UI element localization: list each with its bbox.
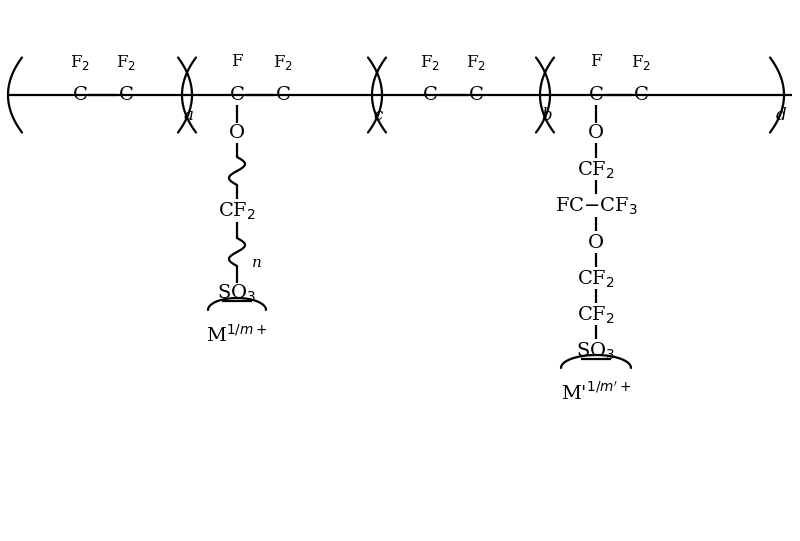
Text: CF$_2$: CF$_2$ [218,200,256,222]
Text: c: c [374,107,382,123]
Text: F$_2$: F$_2$ [466,52,486,71]
Text: C: C [73,86,87,104]
Text: O: O [588,124,604,142]
Text: b: b [542,107,552,123]
Text: C: C [634,86,649,104]
Text: F: F [590,54,602,70]
Text: CF$_2$: CF$_2$ [577,160,615,181]
Text: CF$_2$: CF$_2$ [577,305,615,326]
Text: F: F [231,54,243,70]
Text: CF$_2$: CF$_2$ [577,268,615,289]
Text: C: C [118,86,134,104]
Text: FC$-$CF$_3$: FC$-$CF$_3$ [554,195,638,216]
Text: n: n [252,256,262,270]
Text: C: C [589,86,603,104]
Text: O: O [588,234,604,252]
Text: SO$_3$: SO$_3$ [218,282,257,304]
Text: M$^{1/m+}$: M$^{1/m+}$ [206,324,268,346]
Text: F$_2$: F$_2$ [70,52,90,71]
Text: d: d [776,107,786,123]
Text: F$_2$: F$_2$ [273,52,293,71]
Text: SO$_3$: SO$_3$ [577,340,615,361]
Text: O: O [229,124,245,142]
Text: C: C [230,86,245,104]
Text: F$_2$: F$_2$ [420,52,440,71]
Text: C: C [422,86,438,104]
Text: C: C [469,86,483,104]
Text: F$_2$: F$_2$ [116,52,136,71]
Text: F$_2$: F$_2$ [631,52,651,71]
Text: M'$^{1/m'+}$: M'$^{1/m'+}$ [561,382,631,404]
Text: a: a [183,107,193,123]
Text: C: C [275,86,290,104]
